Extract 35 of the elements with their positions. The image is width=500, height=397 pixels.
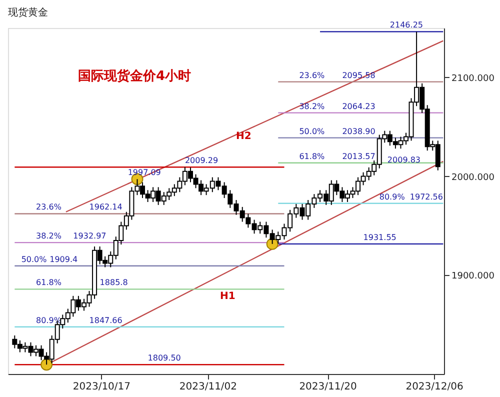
annotation: 1809.50: [148, 354, 181, 363]
annotation: 38.2%: [299, 102, 326, 111]
annotation: 61.8%: [299, 152, 326, 161]
annotation: 50.0%: [299, 126, 326, 136]
annotation: 2146.25: [390, 20, 424, 30]
annotation: 80.9%: [379, 192, 406, 202]
annotation: 2009.83: [387, 156, 421, 165]
y-tick-label: 1900.000: [452, 272, 495, 282]
x-tick-label: 2023/10/17: [72, 382, 131, 392]
annotation: 2013.57: [342, 152, 376, 161]
annotation: 1972.56: [410, 192, 443, 202]
annotation: 1931.55: [363, 232, 396, 242]
x-tick-label: 2023/11/20: [299, 382, 357, 392]
annotation: 1885.8: [100, 278, 128, 288]
annotation: 1932.97: [73, 232, 106, 241]
point: [40, 358, 53, 371]
annotation: 50.0%: [21, 254, 48, 264]
annotation: 1909.4: [50, 254, 78, 264]
annotation: 2064.23: [342, 102, 376, 111]
annotation: 38.2%: [36, 232, 62, 241]
annotation: 23.6%: [36, 202, 62, 212]
annotation: 61.8%: [36, 278, 62, 288]
y-tick-label: 2100.000: [452, 74, 495, 84]
y-tick-label: 2000.000: [452, 172, 495, 183]
annotation: 23.6%: [299, 70, 326, 80]
annotation: 1962.14: [89, 202, 122, 212]
annotation: 2009.29: [184, 156, 218, 166]
chart-title: 现货黄金: [8, 6, 48, 19]
x-tick-label: 2023/11/02: [179, 382, 238, 392]
annotation: H2: [236, 131, 252, 142]
annotation: H1: [220, 291, 236, 302]
annotation: 2038.90: [342, 126, 376, 136]
annotation: 1847.66: [89, 316, 122, 325]
annotation: 国际现货金价4小时: [78, 68, 192, 84]
x-tick-label: 2023/12/06: [406, 382, 464, 392]
